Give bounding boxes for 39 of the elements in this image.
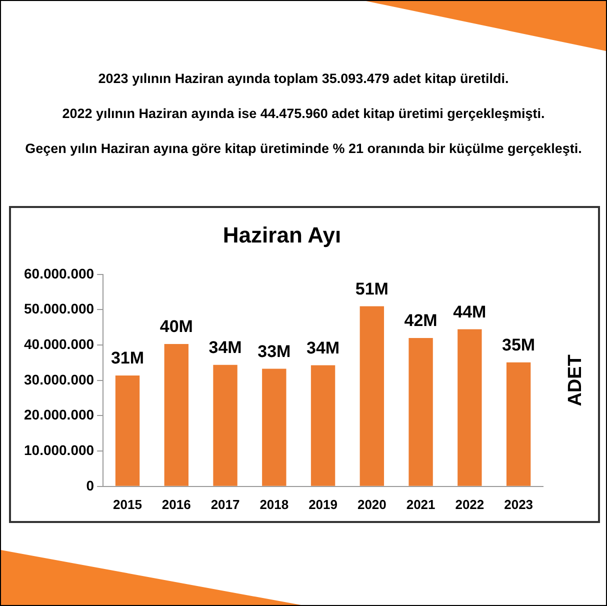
y-axis-title: ADET — [565, 354, 586, 406]
y-tick-label: 40.000.000 — [24, 336, 94, 352]
bar — [262, 368, 286, 486]
bar — [115, 375, 140, 486]
y-tick-label: 30.000.000 — [24, 371, 94, 388]
text: Geçen yılın Haziran ayına göre kitap üretiminde % 21 oranında bir küçülme gerçekleşti. — [24, 141, 583, 156]
chart-title: Haziran Ayı — [222, 222, 342, 248]
x-tick-label: 2015 — [113, 496, 142, 512]
data-label: 35M — [502, 336, 536, 355]
data-label: 34M — [208, 338, 242, 358]
y-tick-label: 10.000.000 — [24, 442, 94, 458]
data-label: 34M — [306, 338, 340, 358]
bar — [408, 338, 433, 486]
bar — [164, 344, 188, 486]
x-tick-label: 2017 — [210, 496, 240, 512]
x-tick-label: 2023 — [504, 496, 534, 512]
bar — [506, 362, 531, 486]
data-label: 31M — [110, 348, 144, 368]
y-tick-label: 60.000.000 — [24, 265, 94, 282]
bar — [310, 365, 336, 486]
x-tick-label: 2016 — [162, 496, 191, 512]
bar — [360, 306, 384, 486]
data-label: 42M — [404, 311, 438, 330]
x-tick-label: 2020 — [357, 496, 386, 512]
data-label: 40M — [160, 317, 193, 336]
data-label: 51M — [355, 279, 388, 298]
x-tick-label: 2019 — [308, 496, 338, 512]
text: 2023 yılının Haziran ayında toplam 35.093.479 adet kitap üretildi. — [97, 71, 510, 86]
y-tick-label: 50.000.000 — [24, 300, 94, 317]
x-tick-label: 2022 — [455, 496, 484, 512]
y-tick-label: 20.000.000 — [24, 406, 94, 423]
text: 2022 yılının Haziran ayında ise 44.475.960 adet kitap üretimi gerçekleşmişti. — [61, 106, 546, 121]
data-label: 44M — [453, 302, 486, 322]
x-tick-label: 2018 — [260, 496, 289, 512]
y-tick-label: 0 — [86, 477, 94, 494]
data-label: 33M — [258, 342, 291, 361]
x-tick-label: 2021 — [406, 496, 436, 512]
bar — [458, 329, 482, 486]
bar — [213, 364, 238, 486]
